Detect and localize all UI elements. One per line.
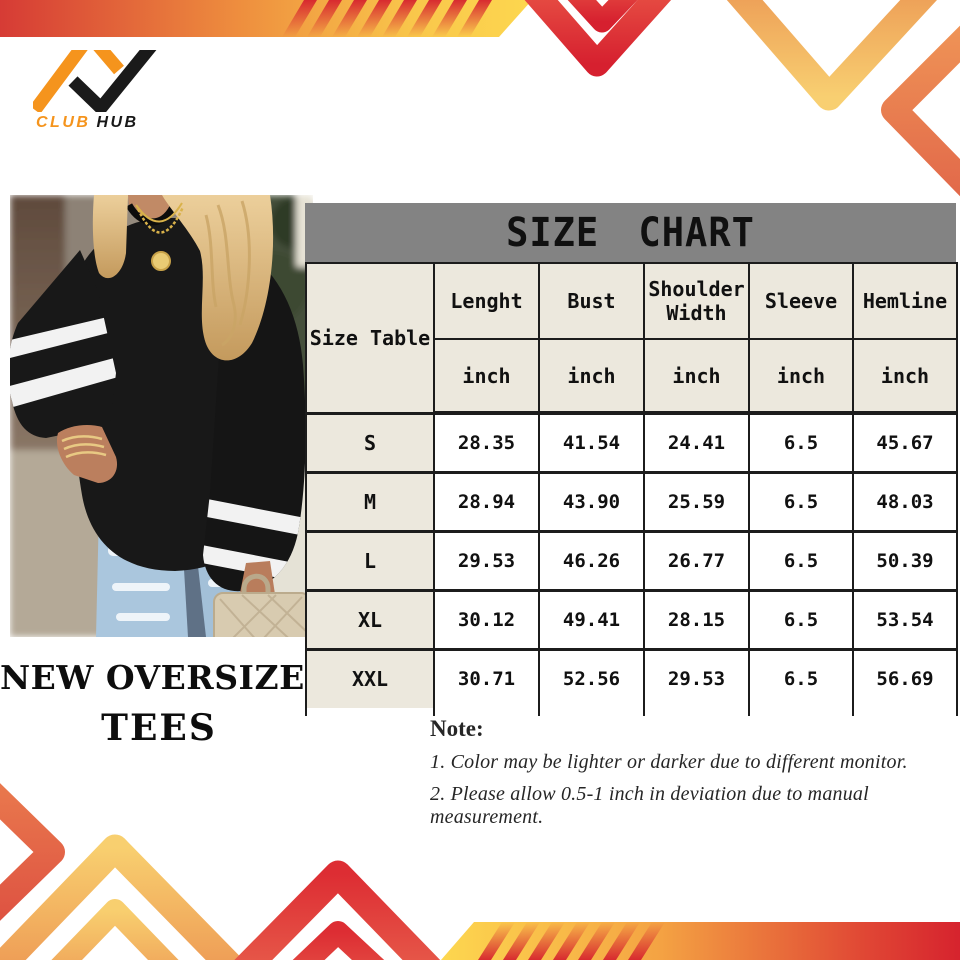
bracelets <box>61 435 107 459</box>
product-photo <box>10 195 313 637</box>
unit-cell: inch <box>538 338 645 415</box>
value-cell: 6.5 <box>748 588 854 650</box>
chevron-red-outer <box>524 0 672 77</box>
corner-header-cell: Size Table <box>305 262 435 414</box>
size-chart-table: Size Table Lenght Bust Shoulder Width Sl… <box>305 262 958 716</box>
brand-name-club: CLUB <box>36 114 91 131</box>
column-header-bust: Bust <box>538 262 645 340</box>
size-chart-title-bar: SIZE CHART <box>305 203 956 262</box>
headline-line2: TEES <box>101 707 217 749</box>
value-cell: 25.59 <box>643 470 750 532</box>
value-cell: 6.5 <box>748 529 854 591</box>
column-header-sleeve: Sleeve <box>748 262 854 340</box>
value-cell: 6.5 <box>748 470 854 532</box>
column-header-lenght: Lenght <box>433 262 540 340</box>
table-unit-row: inch inch inch inch inch <box>306 338 958 415</box>
size-label: S <box>305 411 435 473</box>
value-cell: 30.71 <box>433 647 540 708</box>
peak-orange-inner <box>51 899 179 960</box>
value-cell: 24.41 <box>643 411 750 473</box>
value-cell: 45.67 <box>852 411 958 473</box>
table-row-xxl: XXL 30.71 52.56 29.53 6.5 56.69 <box>305 647 958 708</box>
note-heading: Note: <box>430 716 484 741</box>
value-cell: 48.03 <box>852 470 958 532</box>
ribbon-top-stripes <box>282 0 492 37</box>
value-cell: 53.54 <box>852 588 958 650</box>
size-label: XXL <box>305 647 435 708</box>
table-row-l: L 29.53 46.26 26.77 6.5 50.39 <box>305 529 958 591</box>
table-header-row: Size Table Lenght Bust Shoulder Width Sl… <box>305 262 958 414</box>
unit-cell: inch <box>852 338 958 415</box>
tee-left-sleeve <box>10 250 117 438</box>
size-label: XL <box>305 588 435 650</box>
value-cell: 30.12 <box>433 588 540 650</box>
handbag <box>213 573 311 637</box>
sleeve-stripes-left <box>10 315 117 409</box>
column-header-shoulder-width: Shoulder Width <box>643 262 750 340</box>
table-row-xl: XL 30.12 49.41 28.15 6.5 53.54 <box>305 588 958 650</box>
value-cell: 49.41 <box>538 588 645 650</box>
table-row-s: S 28.35 41.54 24.41 6.5 45.67 <box>305 411 958 473</box>
value-cell: 6.5 <box>748 647 854 708</box>
brand-name-hub: HUB <box>96 114 139 131</box>
brand-logo-text: CLUB HUB <box>33 114 183 132</box>
unit-cell: inch <box>433 338 540 415</box>
value-cell: 52.56 <box>538 647 645 708</box>
value-cell: 43.90 <box>538 470 645 532</box>
value-cell: 56.69 <box>852 647 958 708</box>
table-row-m: M 28.94 43.90 25.59 6.5 48.03 <box>305 470 958 532</box>
chevron-right-edge <box>881 25 960 197</box>
value-cell: 28.35 <box>433 411 540 473</box>
model-left-arm <box>56 425 118 483</box>
headline: NEW OVERSIZED TEES <box>0 658 334 749</box>
model-hair <box>92 195 274 361</box>
value-cell: 28.15 <box>643 588 750 650</box>
headline-line1: NEW OVERSIZED <box>0 658 334 697</box>
size-chart-panel: SIZE CHART Size Table Lenght Bust Should… <box>305 203 958 716</box>
value-cell: 29.53 <box>433 529 540 591</box>
brand-logo: CLUB HUB <box>29 25 183 135</box>
peak-red-outer <box>234 860 441 960</box>
peak-orange-outer <box>0 834 244 960</box>
note-item-1: 1. Color may be lighter or darker due to… <box>430 751 908 773</box>
peak-red-inner <box>292 921 385 960</box>
value-cell: 46.26 <box>538 529 645 591</box>
ribbon-bottom-stripes <box>478 922 665 960</box>
club-hub-logo-icon <box>29 25 167 118</box>
necklace <box>135 202 185 271</box>
tee-neckline <box>125 203 177 226</box>
column-header-hemline: Hemline <box>852 262 958 340</box>
unit-cell: inch <box>643 338 750 415</box>
table-border-stubs <box>305 708 958 716</box>
size-label: L <box>305 529 435 591</box>
note-block: Note: 1. Color may be lighter or darker … <box>430 716 956 829</box>
value-cell: 26.77 <box>643 529 750 591</box>
chevron-orange <box>726 0 937 111</box>
unit-cell: inch <box>748 338 854 415</box>
value-cell: 29.53 <box>643 647 750 708</box>
value-cell: 50.39 <box>852 529 958 591</box>
size-chart-title: SIZE CHART <box>506 209 755 256</box>
chevron-left-edge <box>0 783 65 921</box>
value-cell: 41.54 <box>538 411 645 473</box>
value-cell: 28.94 <box>433 470 540 532</box>
size-label: M <box>305 470 435 532</box>
value-cell: 6.5 <box>748 411 854 473</box>
chevron-red-inner <box>567 0 638 33</box>
note-item-2: 2. Please allow 0.5-1 inch in deviation … <box>430 783 869 828</box>
